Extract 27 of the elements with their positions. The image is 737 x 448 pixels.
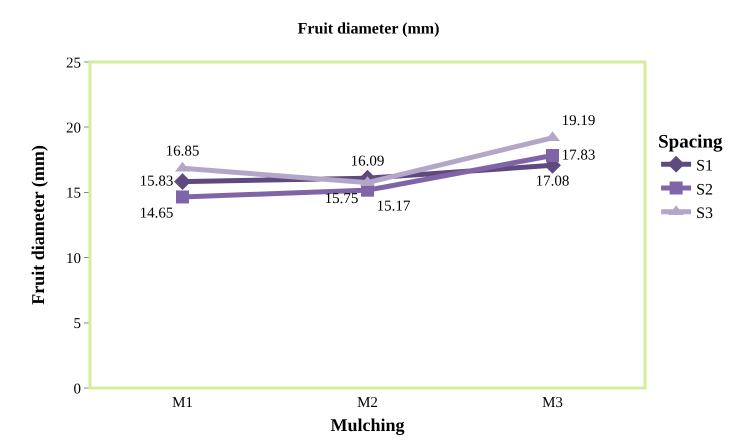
data-label: 15.17 [376,198,411,215]
legend-title: Spacing [658,131,724,152]
data-label: 16.85 [166,143,200,160]
legend-label: S2 [696,181,714,198]
legend-label: S3 [696,205,714,222]
y-tick-label: 25 [66,55,81,72]
y-axis-title: Fruit diameter (mm) [28,145,48,305]
x-tick-label: M3 [542,395,563,411]
y-tick-label: 20 [66,120,81,136]
point [176,190,189,204]
x-tick-label: M1 [172,395,193,411]
point [546,149,559,162]
data-label: 17.83 [562,147,596,164]
x-axis-title: Mulching [330,415,405,436]
y-tick-label: 15 [66,186,81,202]
chart-title: Fruit diameter (mm) [298,20,440,38]
data-label: 17.08 [536,174,570,190]
legend-label: S1 [696,157,714,174]
y-tick-label: 5 [74,316,81,332]
data-label: 15.83 [140,173,174,190]
x-tick-label: M2 [357,395,378,411]
data-label: 15.75 [324,190,358,207]
y-tick-label: 0 [74,381,81,398]
data-label: 19.19 [562,112,596,129]
data-label: 14.65 [140,205,174,222]
data-label: 16.09 [350,153,384,170]
y-tick-label: 10 [66,250,81,267]
